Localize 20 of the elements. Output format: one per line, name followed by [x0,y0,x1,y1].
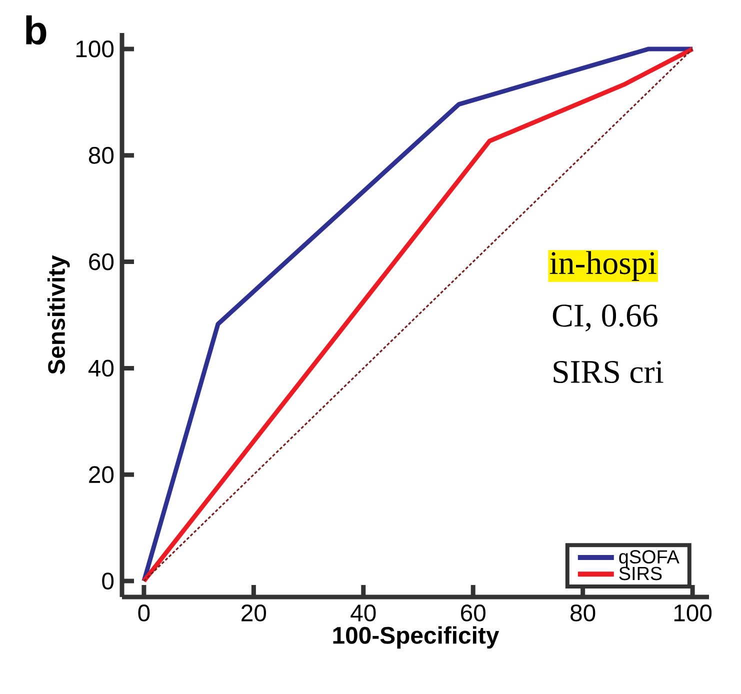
x-tick-label: 80 [570,604,596,622]
y-tick-label: 60 [89,253,114,270]
y-tick-label: 100 [76,40,114,58]
y-axis-title: Sensitivity [47,255,70,374]
annotation: CI, 0.66 [552,304,658,332]
y-tick-label: 20 [89,466,114,484]
x-tick-label: 100 [674,604,712,622]
x-tick-label: 60 [461,604,486,622]
y-tick-label: 0 [102,572,114,590]
legend-label: qSOFA [619,550,680,568]
text: b [26,15,46,45]
x-tick-label: 0 [138,604,150,622]
x-tick-label: 20 [242,604,266,622]
y-tick-label: 80 [88,146,114,164]
annotation: in-hospi [550,251,656,281]
x-tick-label: 40 [350,604,376,622]
legend-label: SIRS [619,566,662,580]
y-tick-label: 40 [88,360,114,377]
x-axis-title: 100-Specificity [333,626,500,649]
annotation: SIRS cri [554,360,664,384]
